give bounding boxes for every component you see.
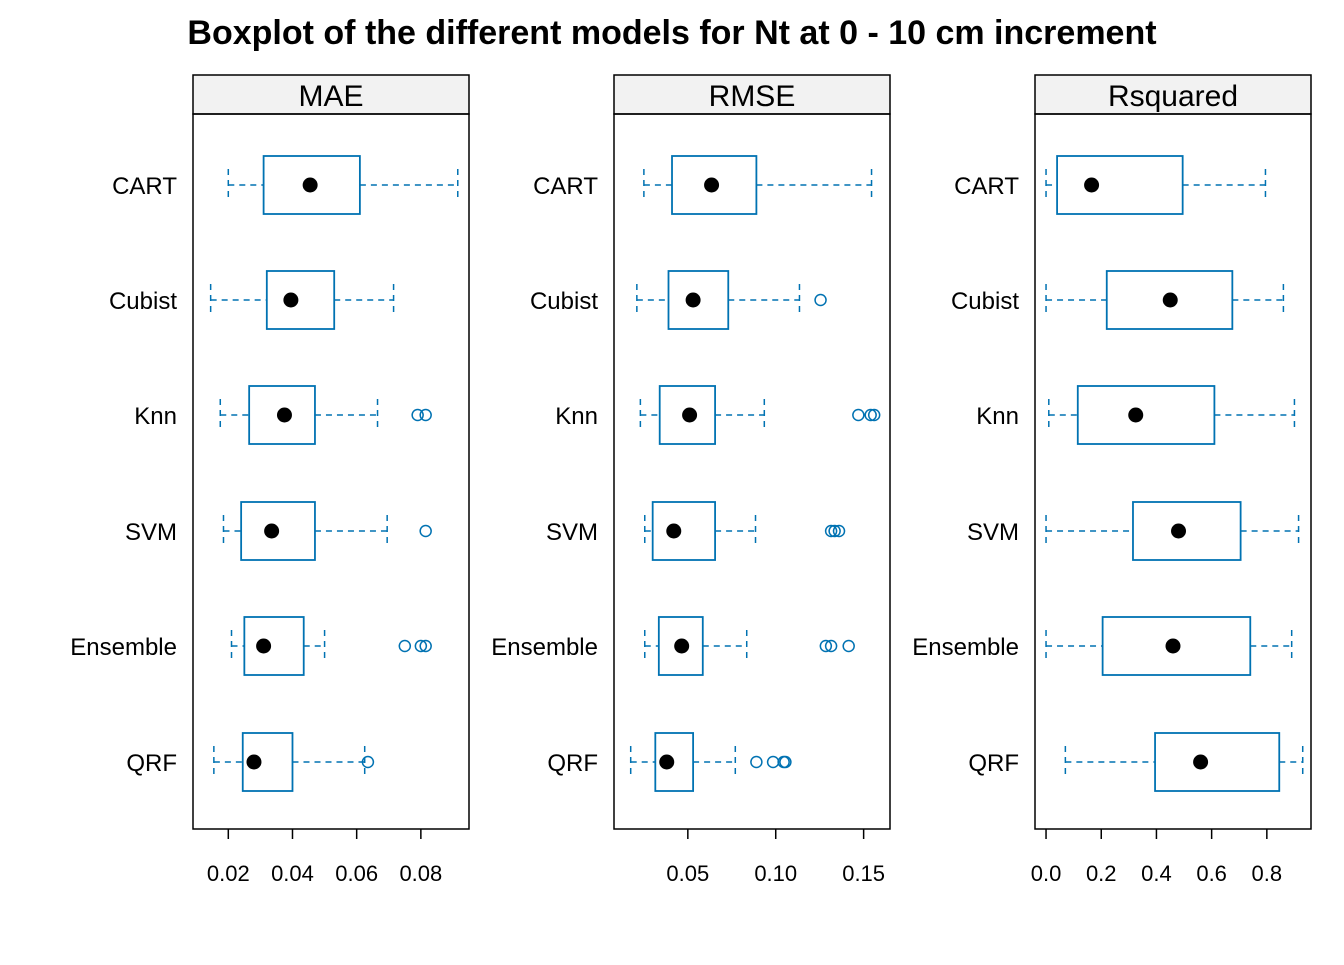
rsquared-knn-median-dot [1128, 407, 1144, 423]
rmse-category-label: SVM [546, 519, 598, 546]
rsquared-category-label: Ensemble [912, 634, 1019, 661]
rmse-category-label: Cubist [530, 288, 598, 315]
mae-category-label: CART [112, 173, 177, 200]
mae-knn-median-dot [276, 407, 292, 423]
rsquared-category-label: QRF [968, 750, 1019, 777]
rmse-knn-outlier [867, 408, 881, 422]
rmse-qrf-outlier [779, 755, 792, 769]
mae-ensemble-box [243, 616, 305, 676]
mae-svm-outlier [419, 524, 432, 538]
mae-svm-box [240, 501, 316, 561]
rmse-strip-label: RMSE [709, 80, 796, 113]
mae-ensemble-outlier [398, 639, 412, 653]
rsquared-cart-median-dot [1084, 177, 1100, 193]
rsquared-x-tick-label: 0.8 [1252, 861, 1283, 886]
rsquared-knn-box [1076, 385, 1216, 445]
rmse-plot-frame [613, 113, 891, 830]
rsquared-ensemble-box [1101, 616, 1252, 676]
mae-category-label: Knn [134, 403, 177, 430]
rmse-category-label: QRF [547, 750, 598, 777]
rsquared-x-tick-label: 0.0 [1031, 861, 1062, 886]
rmse-qrf-box [654, 732, 695, 792]
mae-ensemble-median-dot [256, 638, 272, 654]
rmse-svm-outlier [824, 524, 838, 538]
rmse-strip [613, 74, 891, 115]
rmse-cubist-outlier [814, 293, 827, 307]
rmse-qrf-outlier [750, 755, 763, 769]
mae-x-tick-label: 0.06 [335, 861, 378, 886]
mae-cubist-median-dot [283, 292, 299, 308]
rsquared-cubist-median-dot [1162, 292, 1178, 308]
mae-knn-box [248, 385, 316, 445]
rmse-ensemble-median-dot [674, 638, 690, 654]
rmse-qrf-median-dot [659, 754, 675, 770]
rsquared-category-label: SVM [967, 519, 1019, 546]
mae-qrf-outlier [361, 755, 375, 769]
mae-category-label: Cubist [109, 288, 177, 315]
rmse-category-label: Ensemble [491, 634, 598, 661]
mae-cart-box [262, 155, 361, 215]
rsquared-cubist-box [1105, 270, 1234, 330]
rsquared-category-label: CART [954, 173, 1019, 200]
mae-category-label: SVM [125, 519, 177, 546]
rmse-cart-median-dot [704, 177, 720, 193]
mae-x-tick-label: 0.02 [207, 861, 250, 886]
rmse-cart-box [671, 155, 758, 215]
mae-category-label: QRF [126, 750, 177, 777]
rsquared-ensemble-median-dot [1165, 638, 1181, 654]
mae-cubist-box [265, 270, 336, 330]
rmse-cubist-median-dot [685, 292, 701, 308]
rmse-ensemble-outlier [824, 639, 838, 653]
rsquared-qrf-median-dot [1193, 754, 1209, 770]
rsquared-svm-box [1132, 501, 1242, 561]
rmse-category-label: CART [533, 173, 598, 200]
mae-knn-outlier [419, 408, 432, 422]
mae-category-label: Ensemble [70, 634, 177, 661]
mae-ensemble-outlier [414, 639, 428, 653]
rmse-cubist-box [667, 270, 730, 330]
rmse-knn-box [658, 385, 716, 445]
rmse-x-tick-label: 0.05 [666, 861, 709, 886]
rmse-knn-outlier [864, 408, 877, 422]
mae-plot-frame [192, 113, 470, 830]
rsquared-x-tick-label: 0.4 [1141, 861, 1172, 886]
rmse-category-label: Knn [555, 403, 598, 430]
mae-x-tick-label: 0.04 [271, 861, 314, 886]
rmse-ensemble-box [657, 616, 704, 676]
mae-strip [192, 74, 470, 115]
rmse-svm-outlier [828, 524, 841, 538]
rmse-x-tick-label: 0.10 [754, 861, 797, 886]
rsquared-x-tick-label: 0.2 [1086, 861, 1117, 886]
mae-cart-median-dot [302, 177, 318, 193]
rmse-x-tick-label: 0.15 [842, 861, 885, 886]
rmse-knn-outlier [852, 408, 865, 422]
mae-ensemble-outlier [419, 639, 432, 653]
rmse-svm-median-dot [666, 523, 682, 539]
rsquared-strip [1034, 74, 1312, 115]
rsquared-x-tick-label: 0.6 [1196, 861, 1227, 886]
mae-svm-median-dot [264, 523, 280, 539]
rsquared-qrf-box [1154, 732, 1281, 792]
chart-title: Boxplot of the different models for Nt a… [187, 14, 1156, 52]
rmse-ensemble-outlier [842, 639, 855, 653]
rsquared-category-label: Knn [976, 403, 1019, 430]
rsquared-svm-median-dot [1171, 523, 1187, 539]
rmse-knn-median-dot [682, 407, 698, 423]
rsquared-cart-box [1056, 155, 1184, 215]
rmse-svm-box [651, 501, 716, 561]
rmse-qrf-outlier [766, 755, 780, 769]
mae-x-tick-label: 0.08 [399, 861, 442, 886]
rsquared-category-label: Cubist [951, 288, 1019, 315]
mae-qrf-box [241, 732, 294, 792]
mae-knn-outlier [411, 408, 424, 422]
rmse-svm-outlier [832, 524, 846, 538]
mae-qrf-median-dot [246, 754, 262, 770]
rmse-ensemble-outlier [819, 639, 833, 653]
rsquared-strip-label: Rsquared [1108, 80, 1238, 113]
rsquared-plot-frame [1034, 113, 1312, 830]
mae-strip-label: MAE [298, 80, 363, 113]
